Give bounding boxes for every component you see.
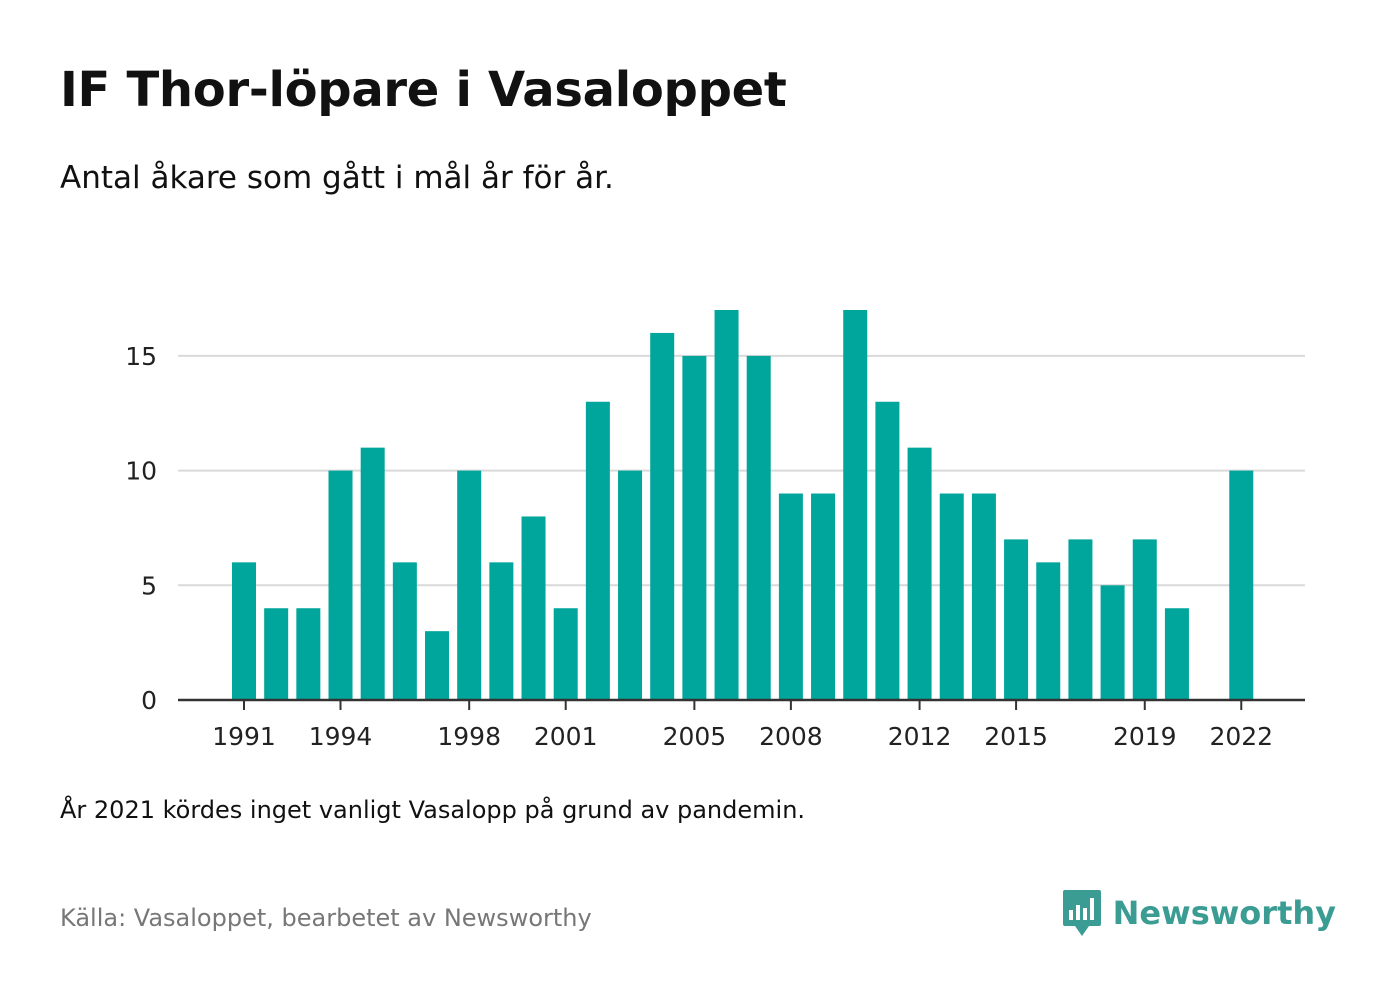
bar-2002 xyxy=(585,401,610,700)
x-tick-label-2022: 2022 xyxy=(1209,722,1273,751)
x-tick-label-1991: 1991 xyxy=(212,722,276,751)
y-tick-label-10: 10 xyxy=(125,457,157,486)
bar-2008 xyxy=(778,493,803,700)
bar-2013 xyxy=(939,493,964,700)
bar-2006 xyxy=(714,310,739,700)
chart-note: År 2021 kördes inget vanligt Vasalopp på… xyxy=(60,796,806,824)
bar-1997 xyxy=(425,631,450,700)
bar-2009 xyxy=(811,493,836,700)
bar-1993 xyxy=(296,608,321,700)
x-tick-label-1998: 1998 xyxy=(437,722,501,751)
bar-2012 xyxy=(907,447,932,700)
bar-2019 xyxy=(1132,539,1157,700)
y-tick-label-0: 0 xyxy=(141,686,157,715)
bar-2011 xyxy=(875,401,900,700)
bar-2010 xyxy=(843,310,868,700)
bar-2000 xyxy=(521,516,546,700)
bar-2007 xyxy=(746,355,771,700)
x-tick-label-2005: 2005 xyxy=(663,722,727,751)
x-tick-label-1994: 1994 xyxy=(309,722,373,751)
source-text: Källa: Vasaloppet, bearbetet av Newswort… xyxy=(60,904,592,932)
bar-2015 xyxy=(1004,539,1029,700)
x-tick-label-2008: 2008 xyxy=(759,722,823,751)
chart-title: IF Thor-löpare i Vasaloppet xyxy=(60,62,787,118)
brand-name: Newsworthy xyxy=(1112,894,1336,932)
axes: 0 5 10 15 1991 1994 1998 2001 2005 2008 2012 2015 20… xyxy=(125,342,1305,751)
x-tick-label-2001: 2001 xyxy=(534,722,598,751)
bar-2022 xyxy=(1229,470,1254,700)
bar-1991 xyxy=(232,562,256,700)
bars xyxy=(232,310,1254,700)
bar-2020 xyxy=(1164,608,1189,700)
bar-1996 xyxy=(392,562,417,700)
bar-2005 xyxy=(682,355,707,700)
bar-2018 xyxy=(1100,585,1125,700)
chart-subtitle: Antal åkare som gått i mål år för år. xyxy=(60,160,614,196)
bar-2016 xyxy=(1036,562,1061,700)
bar-1998 xyxy=(457,470,482,700)
bar-1992 xyxy=(264,608,289,700)
bar-chart-speech-bubble-icon xyxy=(1062,890,1101,936)
y-tick-label-15: 15 xyxy=(125,342,157,371)
bar-2001 xyxy=(553,608,578,700)
x-tick-label-2019: 2019 xyxy=(1113,722,1177,751)
x-tick-label-2012: 2012 xyxy=(888,722,952,751)
bar-2004 xyxy=(650,332,675,700)
x-tick-label-2015: 2015 xyxy=(984,722,1048,751)
bar-2014 xyxy=(971,493,996,700)
bar-2017 xyxy=(1068,539,1093,700)
bar-1999 xyxy=(489,562,514,700)
bar-1994 xyxy=(328,470,353,700)
bar-2003 xyxy=(618,470,643,700)
brand-logo: Newsworthy xyxy=(1061,888,1336,938)
bar-1995 xyxy=(360,447,385,700)
y-tick-label-5: 5 xyxy=(141,571,157,600)
